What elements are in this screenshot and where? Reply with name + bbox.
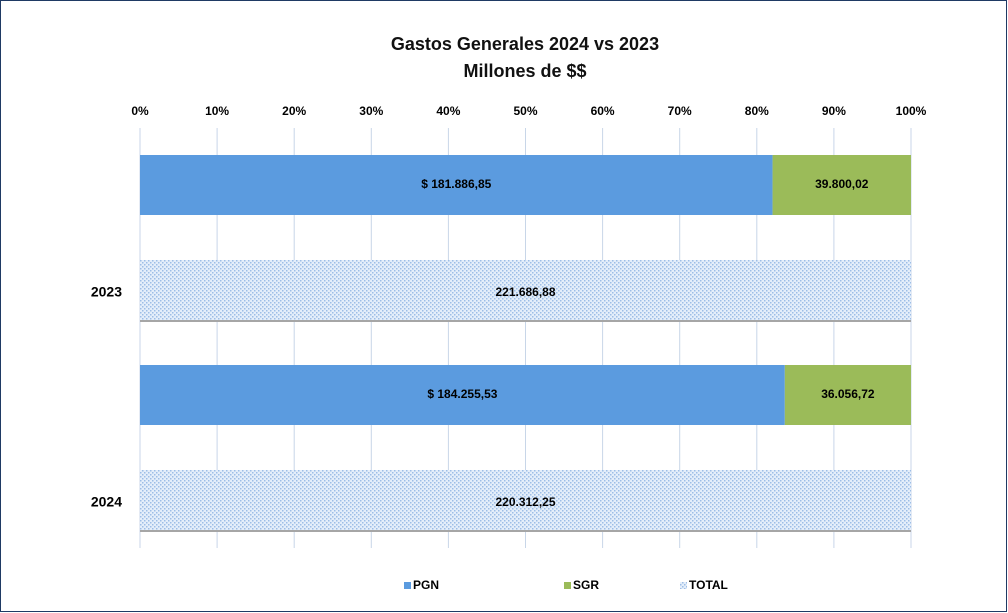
x-tick-label: 90%: [822, 104, 846, 118]
y-tick-label: 2023: [91, 284, 122, 300]
x-tick-label: 10%: [205, 104, 229, 118]
data-label: 221.686,88: [495, 285, 555, 299]
x-tick-label: 0%: [131, 104, 149, 118]
x-tick-label: 70%: [668, 104, 692, 118]
legend-swatch: [680, 582, 687, 589]
legend-swatch: [404, 582, 411, 589]
x-tick-label: 50%: [513, 104, 537, 118]
legend-label: TOTAL: [689, 578, 728, 592]
data-label: 39.800,02: [815, 177, 869, 191]
bar-segment: [140, 155, 773, 215]
x-tick-label: 30%: [359, 104, 383, 118]
data-label: 36.056,72: [821, 387, 875, 401]
data-label: $ 181.886,85: [421, 177, 491, 191]
legend-label: SGR: [573, 578, 599, 592]
x-tick-label: 60%: [591, 104, 615, 118]
bar: [140, 260, 911, 320]
bar-segment: [784, 365, 911, 425]
bar: [140, 470, 911, 530]
x-tick-label: 20%: [282, 104, 306, 118]
bar-segment: [772, 155, 911, 215]
bar-segment: [140, 365, 785, 425]
chart-title: Gastos Generales 2024 vs 2023: [391, 34, 659, 54]
x-tick-label: 100%: [896, 104, 927, 118]
legend-swatch: [564, 582, 571, 589]
y-tick-label: 2024: [91, 494, 122, 510]
data-label: $ 184.255,53: [427, 387, 497, 401]
x-tick-label: 40%: [436, 104, 460, 118]
x-tick-label: 80%: [745, 104, 769, 118]
data-label: 220.312,25: [495, 495, 555, 509]
legend-label: PGN: [413, 578, 439, 592]
chart-subtitle: Millones de $$: [463, 61, 586, 81]
